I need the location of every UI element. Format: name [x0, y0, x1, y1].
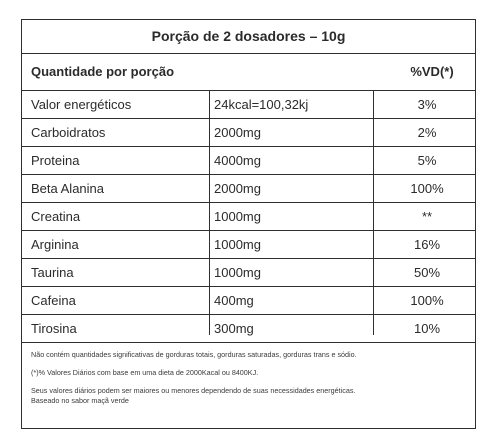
nutrient-name: Beta Alanina	[31, 181, 105, 196]
footnotes: Não contém quantidades significativas de…	[31, 350, 461, 406]
nutrient-name: Arginina	[31, 237, 79, 252]
nutrient-amount: 400mg	[214, 293, 254, 308]
table-title: Porção de 2 dosadores – 10g	[22, 20, 475, 54]
table-row: Cafeina 400mg 100%	[22, 287, 475, 315]
column-divider	[373, 90, 374, 335]
table-row: Beta Alanina 2000mg 100%	[22, 175, 475, 203]
table-row: Carboidratos 2000mg 2%	[22, 119, 475, 147]
nutrient-name: Proteina	[31, 153, 80, 168]
nutrition-table: Porção de 2 dosadores – 10g Quantidade p…	[21, 19, 476, 429]
table-row: Taurina 1000mg 50%	[22, 259, 475, 287]
nutrient-name: Cafeina	[31, 293, 76, 308]
table-row: Valor energéticos 24kcal=100,32kj 3%	[22, 91, 475, 119]
nutrient-vd: **	[421, 209, 433, 224]
nutrient-vd: 16%	[413, 237, 441, 252]
nutrient-amount: 300mg	[214, 321, 254, 336]
nutrient-amount: 1000mg	[214, 237, 261, 252]
nutrient-amount: 2000mg	[214, 181, 261, 196]
column-divider	[209, 90, 210, 335]
footnote-energy-needs: Seus valores diários podem ser maiores o…	[31, 386, 356, 395]
footnote-nutrients: Não contém quantidades significativas de…	[31, 350, 357, 359]
table-row: Tirosina 300mg 10%	[22, 315, 475, 343]
nutrient-amount: 1000mg	[214, 209, 261, 224]
nutrient-amount: 4000mg	[214, 153, 261, 168]
nutrient-amount: 1000mg	[214, 265, 261, 280]
nutrient-name: Creatina	[31, 209, 81, 224]
table-row: Creatina 1000mg **	[22, 203, 475, 231]
footnote-daily-values: (*)% Valores Diários com base em uma die…	[31, 368, 259, 377]
nutrient-vd: 50%	[413, 265, 441, 280]
footnote-flavor: Baseado no sabor maçã verde	[31, 396, 129, 405]
nutrient-vd: 2%	[417, 125, 437, 140]
nutrient-amount: 2000mg	[214, 125, 261, 140]
header-quantity-label: Quantidade por porção	[31, 64, 175, 79]
nutrient-vd: 10%	[413, 321, 441, 336]
nutrient-amount: 24kcal=100,32kj	[214, 97, 309, 112]
nutrient-name: Taurina	[31, 265, 74, 280]
nutrient-name: Tirosina	[31, 321, 77, 336]
table-header: Quantidade por porção %VD(*)	[22, 54, 475, 91]
table-row: Proteina 4000mg 5%	[22, 147, 475, 175]
nutrient-name: Carboidratos	[31, 125, 106, 140]
nutrient-vd: 5%	[417, 153, 437, 168]
header-vd-label: %VD(*)	[410, 64, 454, 79]
table-row: Arginina 1000mg 16%	[22, 231, 475, 259]
nutrient-vd: 100%	[410, 293, 444, 308]
nutrient-vd: 100%	[410, 181, 444, 196]
nutrient-vd: 3%	[417, 97, 437, 112]
nutrient-name: Valor energéticos	[31, 97, 132, 112]
